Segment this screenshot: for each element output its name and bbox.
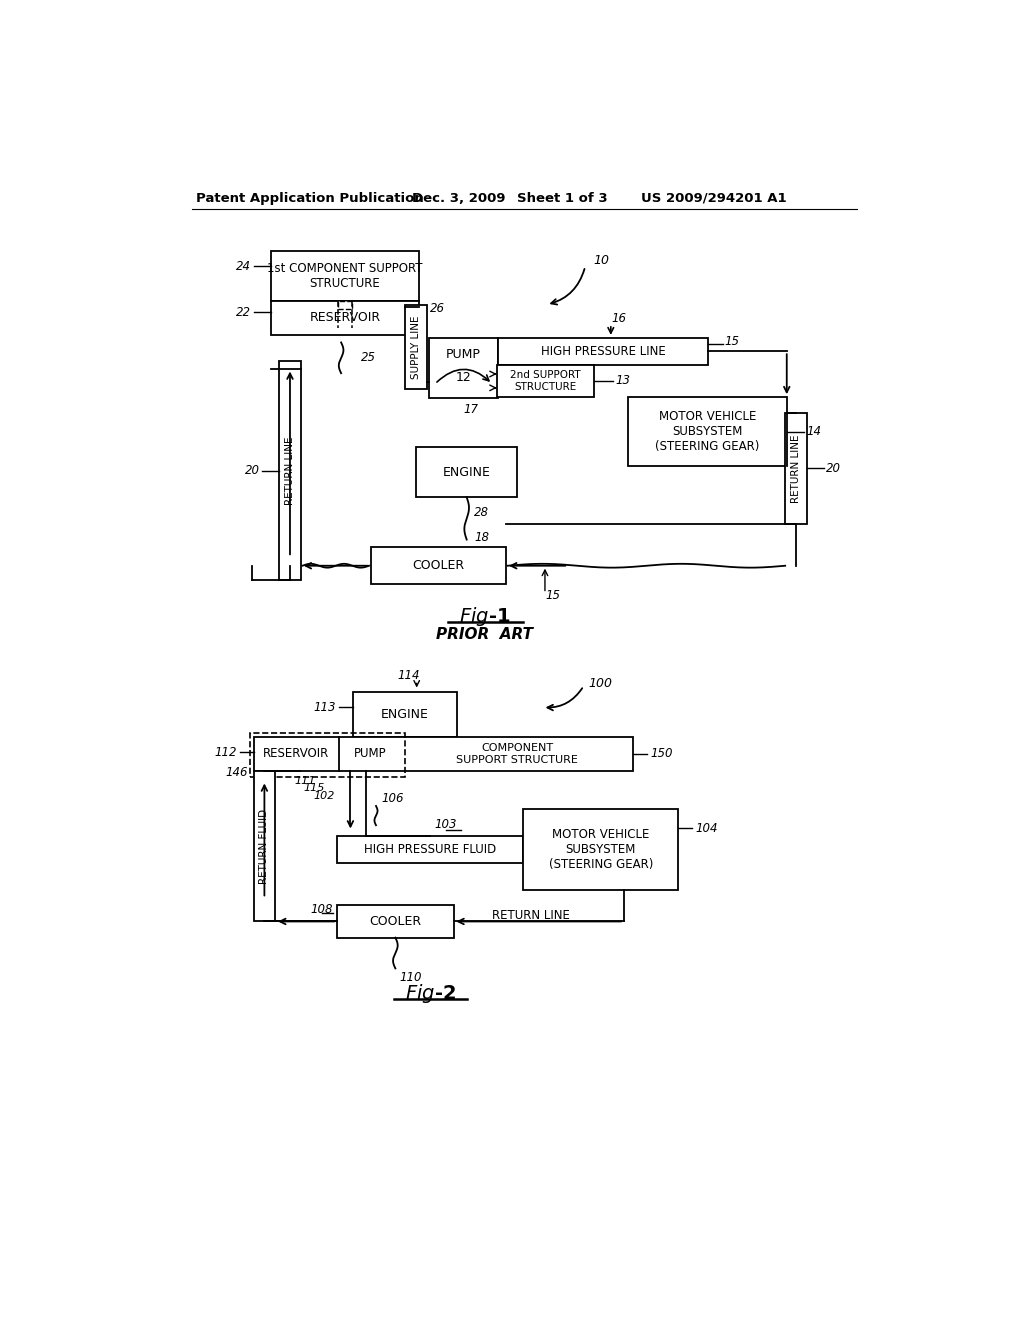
Text: 10: 10 bbox=[593, 255, 609, 268]
Text: RETURN LINE: RETURN LINE bbox=[493, 908, 570, 921]
Bar bbox=[785, 413, 807, 524]
Bar bbox=[628, 397, 786, 466]
Bar bbox=[280, 360, 301, 581]
Text: 20: 20 bbox=[245, 465, 260, 477]
Text: $\mathit{Fig}$-2: $\mathit{Fig}$-2 bbox=[404, 982, 456, 1006]
Bar bbox=[338, 301, 352, 309]
Text: 14: 14 bbox=[806, 425, 821, 438]
Text: SUPPLY LINE: SUPPLY LINE bbox=[412, 315, 421, 379]
Text: 108: 108 bbox=[311, 903, 334, 916]
Text: 26: 26 bbox=[430, 302, 445, 315]
Text: COOLER: COOLER bbox=[413, 560, 465, 573]
Text: 106: 106 bbox=[381, 792, 403, 805]
Text: PRIOR  ART: PRIOR ART bbox=[436, 627, 534, 642]
Text: 2nd SUPPORT
STRUCTURE: 2nd SUPPORT STRUCTURE bbox=[510, 370, 581, 392]
Text: 146: 146 bbox=[225, 767, 248, 779]
Text: RESERVOIR: RESERVOIR bbox=[263, 747, 330, 760]
Text: COMPONENT
SUPPORT STRUCTURE: COMPONENT SUPPORT STRUCTURE bbox=[456, 743, 578, 764]
Text: 13: 13 bbox=[615, 375, 631, 388]
Text: 114: 114 bbox=[397, 668, 420, 681]
Text: 25: 25 bbox=[360, 351, 376, 364]
Text: PUMP: PUMP bbox=[446, 348, 481, 362]
Bar bbox=[271, 301, 419, 335]
Bar bbox=[337, 906, 454, 937]
Text: 103: 103 bbox=[434, 818, 457, 832]
Text: MOTOR VEHICLE
SUBSYSTEM
(STEERING GEAR): MOTOR VEHICLE SUBSYSTEM (STEERING GEAR) bbox=[655, 411, 760, 453]
Text: HIGH PRESSURE FLUID: HIGH PRESSURE FLUID bbox=[365, 843, 497, 855]
Bar bbox=[352, 692, 458, 737]
Text: RESERVOIR: RESERVOIR bbox=[309, 312, 381, 325]
Bar bbox=[497, 364, 594, 397]
Text: $\mathit{Fig}$-1: $\mathit{Fig}$-1 bbox=[459, 605, 510, 628]
Text: 112: 112 bbox=[214, 746, 237, 759]
Text: 20: 20 bbox=[826, 462, 842, 475]
Text: MOTOR VEHICLE
SUBSYSTEM
(STEERING GEAR): MOTOR VEHICLE SUBSYSTEM (STEERING GEAR) bbox=[549, 828, 653, 871]
Text: 100: 100 bbox=[589, 677, 612, 690]
Text: 115: 115 bbox=[304, 783, 326, 793]
Text: PUMP: PUMP bbox=[353, 747, 386, 760]
Text: Dec. 3, 2009: Dec. 3, 2009 bbox=[413, 191, 506, 205]
Text: 104: 104 bbox=[695, 822, 718, 834]
Text: 111: 111 bbox=[295, 776, 316, 785]
Text: Sheet 1 of 3: Sheet 1 of 3 bbox=[517, 191, 607, 205]
Text: 102: 102 bbox=[313, 791, 335, 801]
Bar bbox=[523, 809, 678, 890]
Text: 12: 12 bbox=[456, 371, 471, 384]
Text: Patent Application Publication: Patent Application Publication bbox=[197, 191, 424, 205]
Text: 24: 24 bbox=[237, 260, 251, 273]
Bar bbox=[251, 733, 406, 776]
Text: 150: 150 bbox=[650, 747, 673, 760]
Text: ENGINE: ENGINE bbox=[381, 708, 429, 721]
Bar bbox=[254, 771, 275, 921]
Text: 15: 15 bbox=[545, 589, 560, 602]
Bar bbox=[371, 548, 506, 585]
Bar bbox=[417, 447, 517, 498]
Text: 16: 16 bbox=[611, 312, 626, 325]
Text: HIGH PRESSURE LINE: HIGH PRESSURE LINE bbox=[541, 345, 666, 358]
Bar bbox=[499, 338, 708, 364]
Text: 113: 113 bbox=[313, 701, 336, 714]
Text: 17: 17 bbox=[464, 403, 479, 416]
Bar bbox=[271, 251, 419, 301]
Bar bbox=[337, 836, 523, 863]
Text: COOLER: COOLER bbox=[370, 915, 422, 928]
Text: RETURN LINE: RETURN LINE bbox=[792, 434, 801, 503]
Bar bbox=[254, 737, 633, 771]
Text: 22: 22 bbox=[237, 306, 251, 319]
Text: RETURN FLUID: RETURN FLUID bbox=[259, 809, 269, 884]
Text: 110: 110 bbox=[399, 972, 422, 985]
Text: 18: 18 bbox=[474, 531, 489, 544]
Text: RETURN LINE: RETURN LINE bbox=[285, 437, 295, 504]
Bar bbox=[429, 338, 499, 397]
Text: ENGINE: ENGINE bbox=[442, 466, 490, 479]
Text: 1st COMPONENT SUPPORT
STRUCTURE: 1st COMPONENT SUPPORT STRUCTURE bbox=[267, 261, 423, 290]
Text: 15: 15 bbox=[725, 335, 739, 348]
Bar bbox=[406, 305, 427, 389]
Text: US 2009/294201 A1: US 2009/294201 A1 bbox=[641, 191, 786, 205]
Text: 28: 28 bbox=[474, 506, 489, 519]
